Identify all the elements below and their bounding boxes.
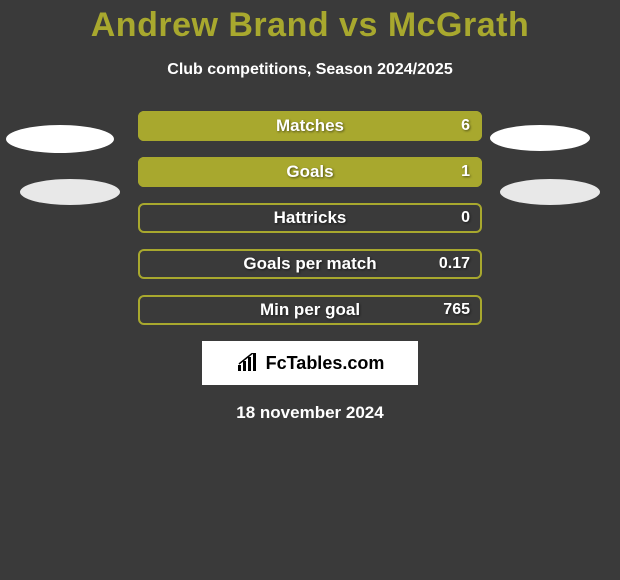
subtitle: Club competitions, Season 2024/2025 xyxy=(0,61,620,79)
branding-box[interactable]: FcTables.com xyxy=(202,341,418,385)
stat-row-goals: Goals 1 xyxy=(138,157,482,187)
branding-text: FcTables.com xyxy=(266,353,385,374)
stats-area: Matches 6 Goals 1 Hattricks 0 Goals per … xyxy=(0,111,620,423)
stat-label: Goals xyxy=(286,162,333,182)
stat-label: Matches xyxy=(276,116,344,136)
left-ellipse-1 xyxy=(6,125,114,153)
stat-value: 765 xyxy=(443,301,470,319)
stat-label: Goals per match xyxy=(243,254,376,274)
stat-row-mpg: Min per goal 765 xyxy=(138,295,482,325)
page-title: Andrew Brand vs McGrath xyxy=(0,0,620,45)
stat-row-gpm: Goals per match 0.17 xyxy=(138,249,482,279)
stat-label: Min per goal xyxy=(260,300,360,320)
right-ellipse-2 xyxy=(500,179,600,205)
stat-row-matches: Matches 6 xyxy=(138,111,482,141)
stat-label: Hattricks xyxy=(274,208,347,228)
left-ellipse-2 xyxy=(20,179,120,205)
stat-value: 0 xyxy=(461,209,470,227)
stat-value: 6 xyxy=(461,117,470,135)
chart-icon xyxy=(236,353,260,373)
comparison-widget: Andrew Brand vs McGrath Club competition… xyxy=(0,0,620,423)
stat-value: 1 xyxy=(461,163,470,181)
stat-row-hattricks: Hattricks 0 xyxy=(138,203,482,233)
stat-value: 0.17 xyxy=(439,255,470,273)
right-ellipse-1 xyxy=(490,125,590,151)
footer-date: 18 november 2024 xyxy=(0,403,620,423)
